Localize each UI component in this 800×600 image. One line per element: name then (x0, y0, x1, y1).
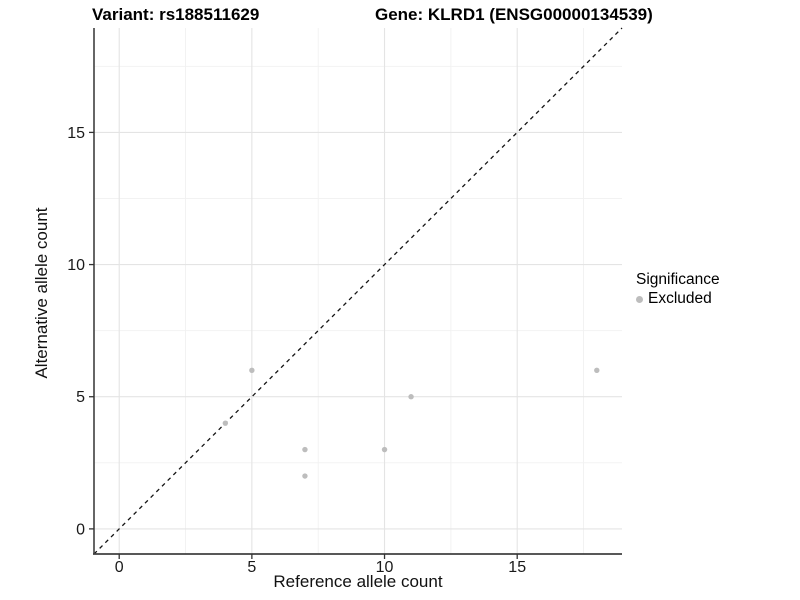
x-tick-label: 10 (376, 559, 394, 576)
data-point (381, 446, 388, 453)
title-gene: Gene: KLRD1 (ENSG00000134539) (375, 5, 653, 24)
y-tick-label: 15 (67, 125, 85, 142)
x-axis-label: Reference allele count (273, 572, 443, 591)
y-tick-label: 0 (76, 521, 85, 538)
data-point (249, 367, 255, 373)
legend-item-excluded: Excluded (636, 290, 720, 308)
legend: Significance Excluded (636, 271, 720, 308)
y-tick-label: 10 (67, 257, 85, 274)
data-point (302, 446, 308, 453)
y-tick-label: 5 (76, 389, 85, 406)
data-point (594, 367, 600, 373)
x-tick-label: 5 (247, 559, 256, 576)
data-point (408, 394, 414, 400)
x-tick-label: 15 (508, 559, 526, 576)
x-tick-label: 0 (115, 559, 124, 576)
data-point (222, 420, 229, 426)
data-point (302, 473, 308, 479)
legend-item-label: Excluded (648, 290, 712, 307)
legend-title: Significance (636, 271, 720, 288)
y-axis-label: Alternative allele count (32, 207, 51, 379)
title-variant: Variant: rs188511629 (92, 5, 260, 24)
legend-point-icon (636, 295, 643, 303)
identity-dashed-line (93, 27, 623, 555)
